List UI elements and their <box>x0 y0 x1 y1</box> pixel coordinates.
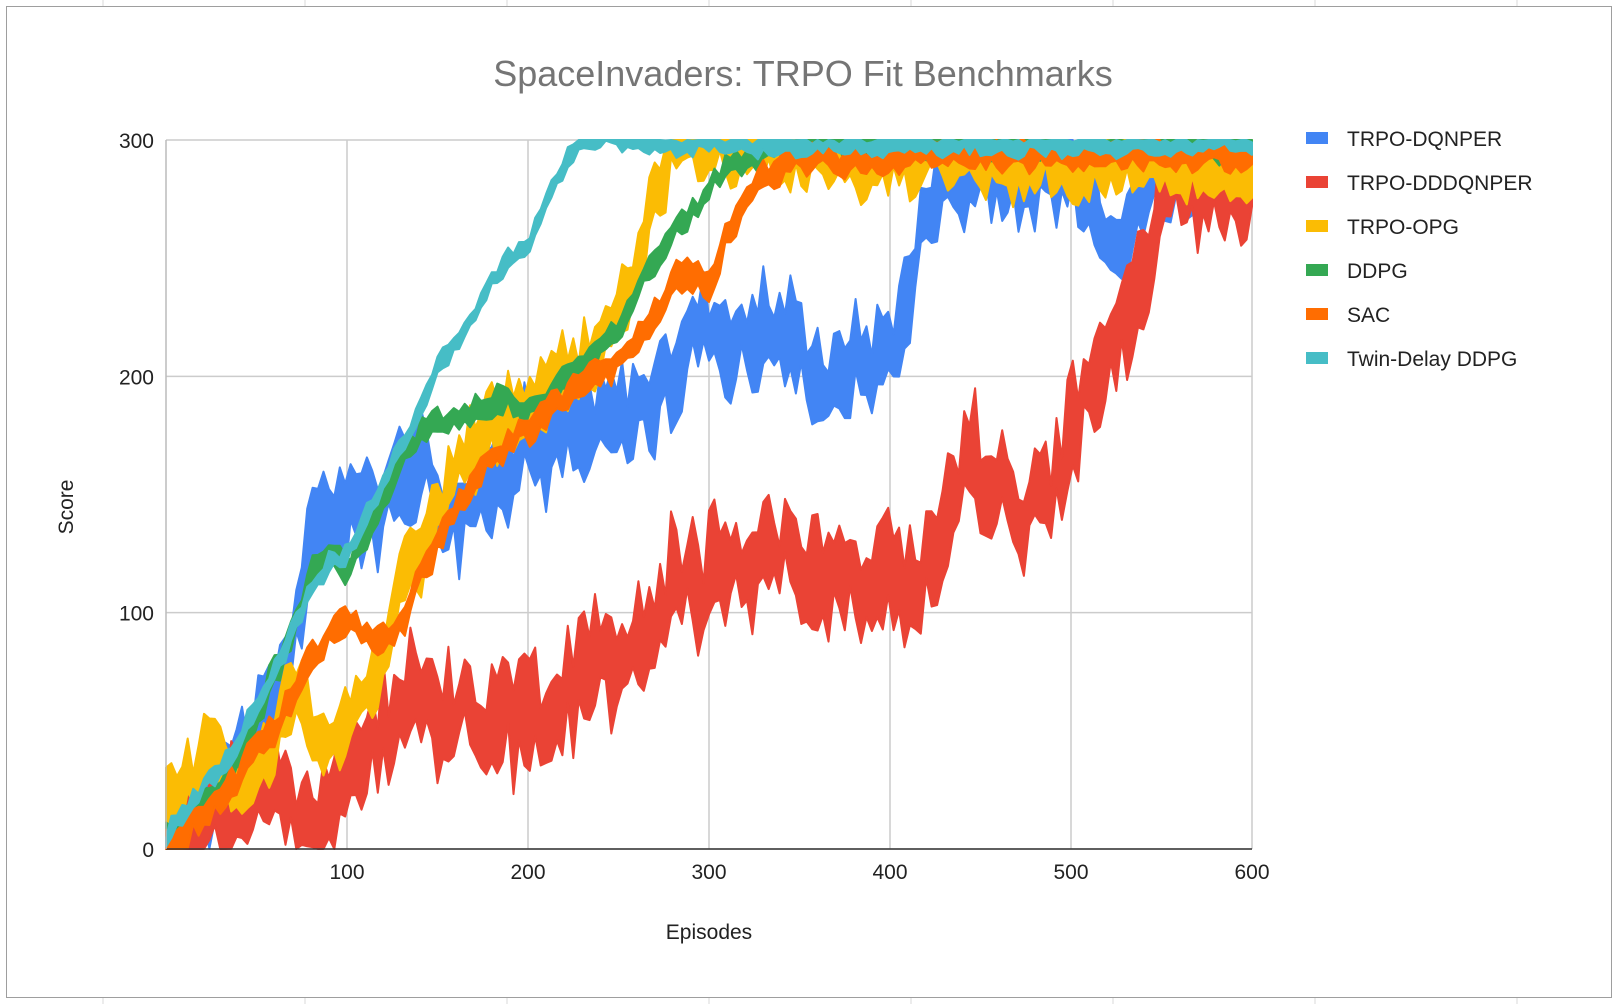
legend-label: SAC <box>1347 304 1390 327</box>
x-tick-label: 300 <box>691 861 726 884</box>
legend-label: TRPO-DQNPER <box>1347 128 1502 151</box>
series-band-sac <box>165 139 1253 850</box>
axes: 0 100 200 300 100 200 300 400 500 600 <box>119 130 1270 884</box>
x-tick-label: 600 <box>1234 861 1269 884</box>
series-band-trpo-dddqnper <box>165 139 1253 850</box>
legend-swatch <box>1306 352 1328 364</box>
y-tick-label: 0 <box>142 839 154 862</box>
chart-title: SpaceInvaders: TRPO Fit Benchmarks <box>493 53 1113 94</box>
series-layer <box>165 139 1253 850</box>
legend-label: Twin-Delay DDPG <box>1347 348 1517 371</box>
legend-swatch <box>1306 132 1328 144</box>
legend-swatch <box>1306 220 1328 232</box>
y-tick-label: 200 <box>119 366 154 389</box>
legend-label: TRPO-OPG <box>1347 216 1459 239</box>
series-band-twin-delay-ddpg <box>165 139 1253 848</box>
legend: TRPO-DQNPER TRPO-DDDQNPER TRPO-OPG DDPG SAC T… <box>1306 128 1533 371</box>
x-tick-label: 100 <box>329 861 364 884</box>
legend-swatch <box>1306 308 1328 320</box>
y-tick-label: 100 <box>119 603 154 626</box>
y-tick-label: 300 <box>119 130 154 153</box>
x-tick-label: 500 <box>1053 861 1088 884</box>
x-tick-label: 200 <box>510 861 545 884</box>
y-axis-title: Score <box>55 480 78 535</box>
legend-swatch <box>1306 264 1328 276</box>
legend-swatch <box>1306 176 1328 188</box>
x-tick-label: 400 <box>872 861 907 884</box>
series-band-trpo-opg <box>165 139 1253 846</box>
legend-label: DDPG <box>1347 260 1408 283</box>
legend-label: TRPO-DDDQNPER <box>1347 172 1533 195</box>
x-axis-title: Episodes <box>666 921 752 944</box>
